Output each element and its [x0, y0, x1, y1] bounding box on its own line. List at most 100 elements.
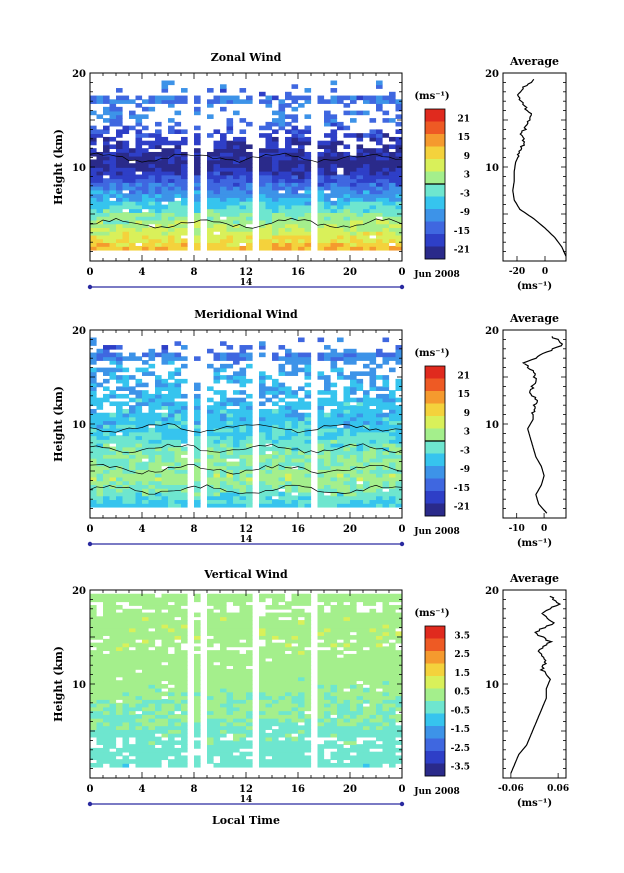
- heatmap-cell: [265, 469, 273, 474]
- heatmap-cell: [96, 502, 104, 508]
- heatmap-cell: [161, 88, 169, 93]
- heatmap-cell: [194, 405, 201, 410]
- heatmap-cell: [116, 408, 123, 414]
- heatmap-cell: [90, 427, 97, 433]
- heatmap-cell: [356, 638, 364, 644]
- heatmap-cell: [291, 118, 299, 123]
- heatmap-cell: [96, 650, 104, 655]
- heatmap-cell: [298, 446, 305, 452]
- heatmap-cell: [181, 457, 188, 463]
- heatmap-cell: [168, 352, 175, 358]
- heatmap-cell: [142, 227, 149, 232]
- heatmap-cell: [109, 219, 117, 225]
- heatmap-cell: [103, 178, 110, 183]
- heatmap-cell: [246, 208, 253, 213]
- heatmap-cell: [181, 635, 188, 640]
- heatmap-cell: [207, 204, 214, 210]
- heatmap-cell: [239, 435, 247, 440]
- heatmap-cell: [213, 495, 221, 501]
- heatmap-cell: [155, 189, 162, 195]
- heatmap-cell: [122, 484, 130, 489]
- heatmap-cell: [330, 627, 338, 633]
- heatmap-cell: [109, 360, 117, 365]
- heatmap-cell: [382, 657, 390, 663]
- heatmap-cell: [395, 638, 403, 644]
- heatmap-cell: [395, 408, 403, 414]
- heatmap-cell: [337, 408, 344, 414]
- heatmap-cell: [90, 631, 97, 636]
- heatmap-cell: [272, 676, 279, 682]
- heatmap-cell: [90, 204, 97, 210]
- heatmap-cell: [324, 242, 331, 247]
- heatmap-cell: [103, 446, 110, 452]
- heatmap-cell: [116, 345, 123, 350]
- heatmap-cell: [298, 167, 305, 172]
- heatmap-cell: [337, 721, 344, 727]
- heatmap-cell: [239, 185, 247, 191]
- heatmap-cell: [142, 234, 149, 240]
- heatmap-cell: [350, 405, 357, 410]
- heatmap-cell: [272, 714, 279, 719]
- heatmap-cell: [285, 759, 292, 764]
- heatmap-cell: [116, 88, 123, 93]
- heatmap-cell: [395, 382, 403, 388]
- heatmap-cell: [265, 193, 273, 198]
- heatmap-cell: [246, 200, 253, 206]
- heatmap-cell: [382, 676, 390, 682]
- heatmap-cell: [285, 197, 292, 202]
- heatmap-cell: [155, 204, 162, 210]
- heatmap-cell: [103, 245, 110, 251]
- heatmap-cell: [220, 635, 227, 640]
- heatmap-cell: [317, 755, 325, 761]
- heatmap-cell: [213, 699, 221, 704]
- heatmap-cell: [220, 706, 227, 712]
- heatmap-cell: [122, 151, 130, 157]
- heatmap-cell: [376, 721, 383, 727]
- heatmap-cell: [226, 684, 234, 689]
- heatmap-cell: [317, 189, 325, 195]
- heatmap-cell: [174, 484, 182, 489]
- heatmap-cell: [324, 687, 331, 693]
- heatmap-cell: [168, 118, 175, 123]
- heatmap-cell: [135, 159, 143, 165]
- heatmap-cell: [337, 182, 344, 187]
- heatmap-cell: [122, 245, 130, 251]
- heatmap-cell: [129, 642, 136, 648]
- heatmap-cell: [142, 499, 149, 504]
- heatmap-cell: [304, 363, 312, 369]
- heatmap-cell: [278, 717, 286, 723]
- heatmap-cell: [330, 151, 338, 157]
- heatmap-cell: [239, 706, 247, 712]
- heatmap-cell: [304, 424, 312, 429]
- heatmap-cell: [363, 457, 370, 463]
- heatmap-cell: [161, 431, 169, 437]
- heatmap-cell: [317, 676, 325, 682]
- heatmap-cell: [90, 457, 97, 463]
- heatmap-cell: [350, 378, 357, 384]
- heatmap-cell: [148, 167, 156, 172]
- heatmap-cell: [285, 103, 292, 108]
- average-x-tick-label: 0: [542, 267, 548, 277]
- heatmap-cell: [278, 382, 286, 388]
- heatmap-cell: [239, 159, 247, 165]
- heatmap-cell: [317, 439, 325, 444]
- heatmap-cell: [168, 245, 175, 251]
- heatmap-cell: [239, 405, 247, 410]
- heatmap-cell: [90, 151, 97, 157]
- heatmap-cell: [246, 121, 253, 127]
- heatmap-cell: [324, 717, 331, 723]
- heatmap-cell: [291, 631, 299, 636]
- heatmap-cell: [155, 446, 162, 452]
- heatmap-cell: [220, 393, 227, 399]
- heatmap-cell: [96, 435, 104, 440]
- heatmap-cell: [350, 167, 357, 172]
- heatmap-cell: [363, 623, 370, 629]
- heatmap-cell: [350, 227, 357, 232]
- heatmap-cell: [382, 631, 390, 636]
- heatmap-cell: [129, 412, 136, 418]
- heatmap-cell: [122, 699, 130, 704]
- heatmap-cell: [285, 747, 292, 753]
- heatmap-cell: [103, 487, 110, 493]
- x-tick-label: 4: [139, 267, 146, 278]
- heatmap-cell: [376, 416, 383, 422]
